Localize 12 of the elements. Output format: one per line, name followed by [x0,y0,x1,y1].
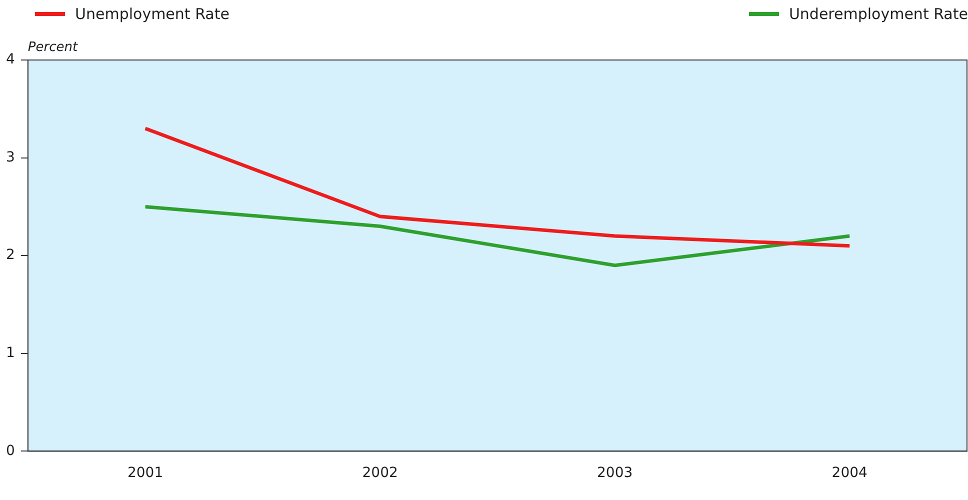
y-tick-label: 3 [6,149,15,166]
x-tick-label: 2004 [832,465,868,482]
x-tick-label: 2002 [362,465,398,482]
x-tick-label: 2001 [127,465,164,482]
x-tick-label: 2003 [597,465,633,482]
y-axis-title: Percent [28,40,78,55]
legend-label: Underemployment Rate [788,5,968,23]
y-tick-label: 0 [6,442,15,459]
y-tick-label: 2 [6,247,15,264]
y-tick-label: 1 [6,345,15,362]
legend-label: Unemployment Rate [75,5,230,23]
y-tick-label: 4 [6,52,15,68]
